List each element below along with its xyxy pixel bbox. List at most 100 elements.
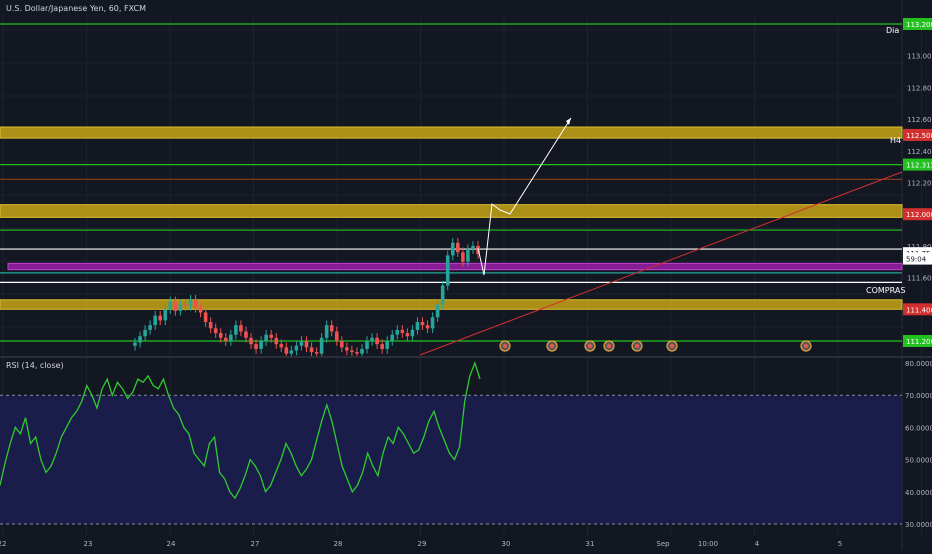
candle (390, 334, 395, 341)
candle (239, 325, 243, 332)
event-marker-dot (804, 344, 808, 348)
candle (234, 325, 238, 335)
price-tick: 111.600 (907, 275, 932, 283)
rsi-tick: 70.0000 (905, 392, 932, 400)
event-marker-dot (635, 344, 639, 348)
time-tick: 4 (755, 540, 760, 548)
candle (193, 299, 198, 308)
candle (450, 242, 455, 256)
candle (420, 321, 425, 326)
time-tick: 30 (502, 540, 511, 548)
candle (405, 333, 410, 337)
candle (385, 341, 390, 349)
candle (249, 337, 253, 345)
candle (415, 321, 420, 330)
zone (0, 299, 903, 310)
projection-path (477, 117, 572, 276)
candle (138, 336, 142, 343)
candle (133, 342, 137, 346)
candle (400, 329, 405, 334)
price-tick: 112.400 (907, 148, 932, 156)
time-tick: 27 (251, 540, 260, 548)
event-marker-dot (588, 344, 592, 348)
price-badge (903, 252, 932, 265)
price-tick: 113.000 (907, 53, 932, 61)
candle (198, 307, 203, 313)
time-tick: 22 (0, 540, 6, 548)
candle (158, 315, 163, 321)
price-tick: 112.800 (907, 84, 932, 92)
candle (334, 331, 339, 341)
candle (430, 317, 435, 329)
rsi-tick: 50.0000 (905, 457, 932, 465)
candle (264, 334, 268, 341)
candle (345, 347, 349, 351)
rsi-title: RSI (14, close) (6, 361, 64, 370)
candle (466, 249, 470, 262)
candle (183, 304, 188, 307)
time-tick: 23 (84, 540, 93, 548)
price-badge-text: 111.200 (906, 338, 932, 346)
event-marker-dot (607, 344, 611, 348)
zone (7, 262, 903, 271)
price-tick: 112.600 (907, 116, 932, 124)
symbol-title: U.S. Dollar/Japanese Yen, 60, FXCM (6, 4, 146, 13)
candle (395, 329, 400, 335)
candle (178, 304, 183, 311)
candle (370, 337, 374, 341)
candle (350, 350, 354, 353)
trendline (419, 171, 903, 356)
price-badge (903, 18, 932, 30)
event-marker-dot (550, 344, 554, 348)
candle (244, 331, 248, 338)
candle (365, 341, 369, 349)
candle (440, 285, 445, 305)
candle (168, 301, 173, 310)
candle (340, 341, 344, 348)
candle (435, 304, 440, 318)
time-tick: 29 (418, 540, 427, 548)
rsi-tick: 60.0000 (905, 424, 932, 432)
candle (304, 341, 309, 348)
price-badge-text: 112.500 (906, 132, 932, 140)
candle (223, 337, 228, 341)
candle (471, 245, 475, 250)
candle (163, 309, 168, 321)
candle (294, 345, 299, 351)
candle (218, 333, 223, 338)
candle (148, 325, 152, 330)
candle (274, 337, 279, 345)
time-tick: 5 (838, 540, 842, 548)
price-badge (903, 158, 932, 171)
rsi-tick: 30.0000 (905, 521, 932, 529)
candle (309, 347, 314, 353)
price-tick: 112.200 (907, 180, 932, 188)
candle (289, 350, 294, 354)
candle (461, 252, 465, 262)
time-tick: Sep (656, 540, 670, 548)
price-badge (903, 303, 932, 316)
price-badge-text: 113.200 (906, 21, 932, 29)
candle (329, 325, 334, 332)
price-badge-text: 59:04 (906, 256, 927, 264)
label-compras: COMPRAS (866, 286, 906, 295)
zone (0, 126, 903, 139)
candle (380, 344, 384, 349)
label-h4: H4 (890, 136, 902, 145)
price-badge-text: 112.313 (906, 162, 932, 170)
candle (445, 255, 450, 286)
candle (360, 348, 364, 354)
rsi-tick: 40.0000 (905, 489, 932, 497)
candle (319, 337, 324, 354)
rsi-tick: 80.0000 (905, 360, 932, 368)
zone (0, 204, 903, 218)
candle (153, 315, 157, 326)
candle (375, 337, 379, 345)
time-tick: 24 (167, 540, 176, 548)
candle (456, 242, 460, 253)
label-dia: Dia (886, 26, 900, 35)
candle (269, 334, 273, 338)
event-marker-dot (503, 344, 507, 348)
